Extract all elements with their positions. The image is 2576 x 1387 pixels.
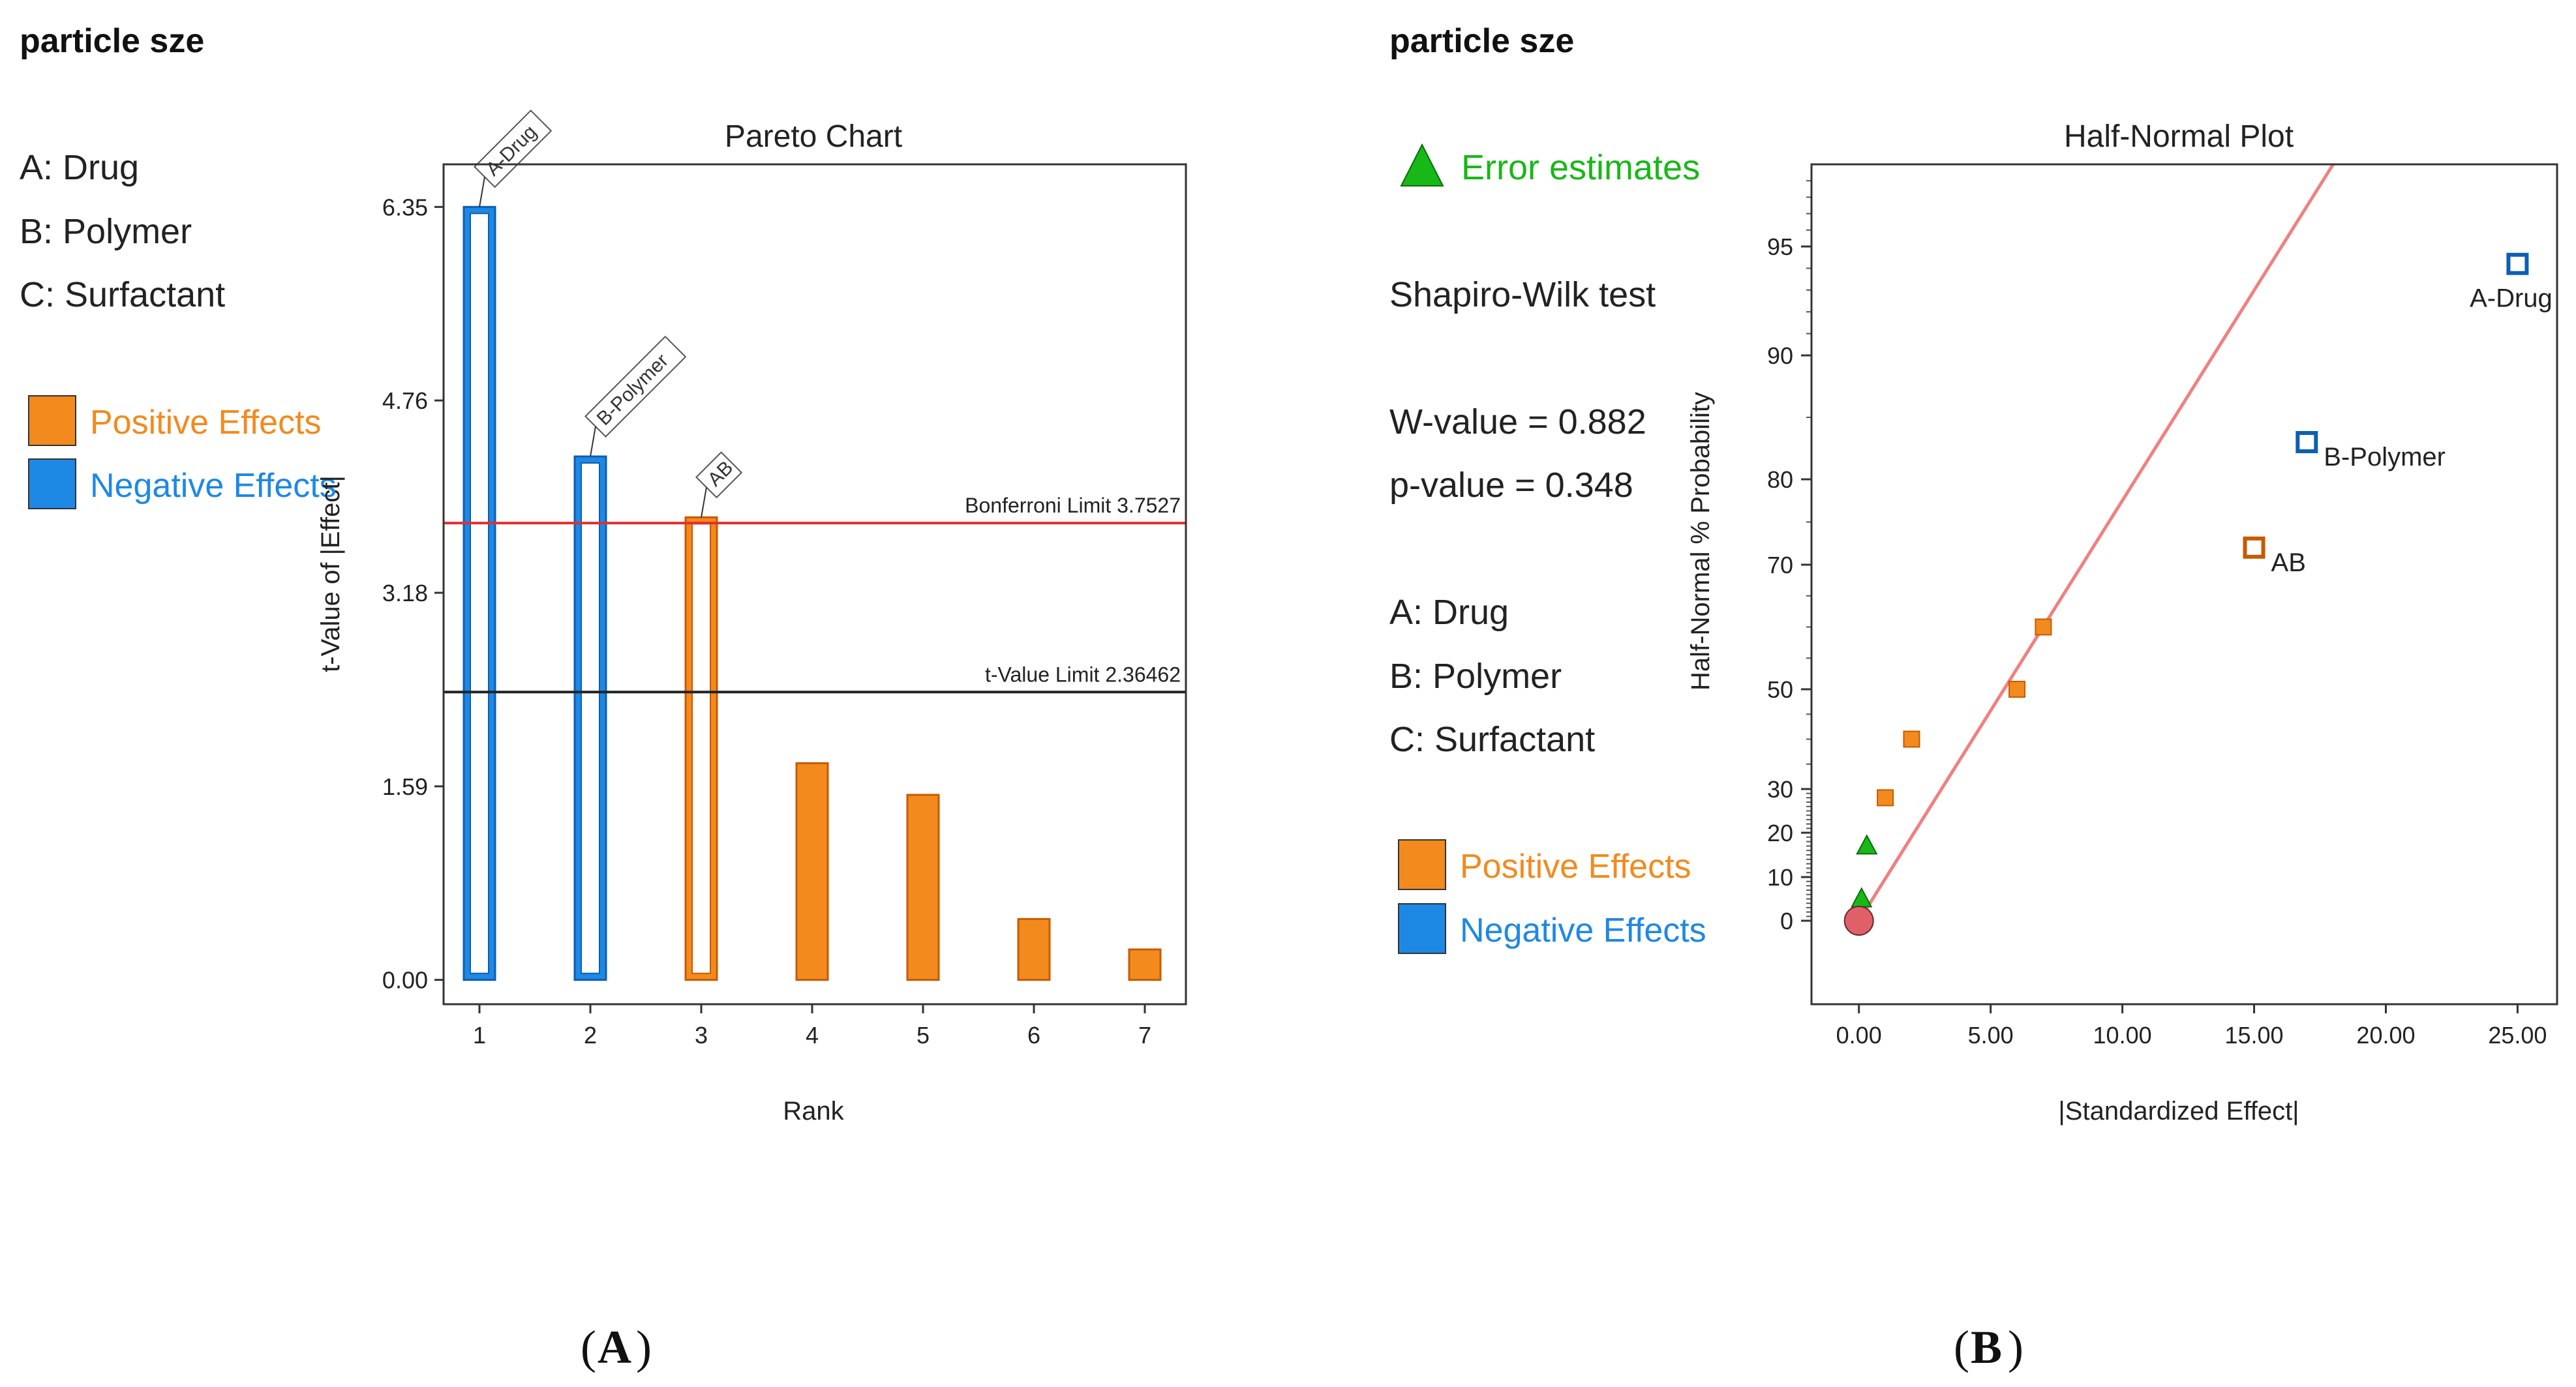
- panel-a-factor-b: B: Polymer: [20, 212, 192, 251]
- hn-y-tick-label: 90: [1767, 342, 1793, 369]
- panel-a-heading: particle sze: [20, 22, 204, 60]
- hn-x-tick-label: 20.00: [2356, 1022, 2415, 1049]
- hn-error-point: [1856, 834, 1878, 855]
- hn-point-label: B-Polymer: [2324, 443, 2446, 471]
- pareto-y-tick-label: 0.00: [382, 967, 428, 994]
- pareto-bar: [1128, 948, 1162, 981]
- w-value-text: W-value = 0.882: [1389, 402, 1646, 441]
- hn-labeled-point: [2506, 252, 2529, 275]
- hn-point: [1903, 730, 1920, 748]
- half-normal-plot: Half-Normal Plot Half-Normal % Probabili…: [1686, 119, 2558, 1126]
- error-estimates-triangle-icon: [1400, 143, 1444, 186]
- half-normal-y-axis-label: Half-Normal % Probability: [1686, 392, 1715, 691]
- panel-b-label-close: ): [2008, 1321, 2023, 1373]
- hn-point-label: AB: [2271, 548, 2306, 577]
- panel-b-negative-swatch: [1398, 903, 1446, 954]
- panel-b-label-open: (: [1954, 1321, 1969, 1373]
- panel-b-positive-swatch: [1398, 839, 1446, 890]
- pareto-x-tick-label: 1: [473, 1022, 486, 1049]
- pareto-reference-label: t-Value Limit 2.36462: [985, 663, 1181, 686]
- pareto-y-tick-label: 3.18: [382, 580, 428, 606]
- hn-fit-line: [1857, 163, 2335, 922]
- pareto-bar-label-group: B-Polymer: [584, 335, 687, 438]
- panel-b-negative-label: Negative Effects: [1460, 912, 1706, 949]
- pareto-title: Pareto Chart: [725, 119, 902, 154]
- panel-b-factor-c: C: Surfactant: [1389, 720, 1595, 759]
- pareto-y-axis-label: t-Value of |Effect|: [316, 475, 345, 672]
- hn-point: [1877, 789, 1894, 807]
- panel-a-label-letter: A: [598, 1321, 631, 1373]
- hn-error-point: [1851, 887, 1873, 908]
- half-normal-plot-frame: [1810, 163, 2558, 1006]
- hn-point-label: A-Drug: [2470, 284, 2553, 313]
- pareto-bar-label-leader: [590, 426, 596, 457]
- hn-point: [2008, 681, 2026, 698]
- panel-b-factor-a: A: Drug: [1389, 593, 1509, 632]
- hn-y-tick-label: 10: [1767, 864, 1793, 891]
- pareto-bar-label-leader: [701, 487, 707, 518]
- pareto-chart: Pareto Chart t-Value of |Effect| Rank 0.…: [316, 110, 1187, 1126]
- pareto-bar: [795, 762, 829, 981]
- shapiro-wilk-title: Shapiro-Wilk test: [1389, 275, 1656, 314]
- hn-y-tick-label: 0: [1780, 908, 1793, 934]
- pareto-bar: [906, 794, 940, 981]
- pareto-x-tick-label: 6: [1027, 1022, 1040, 1049]
- pareto-plot-frame: [442, 163, 1187, 1006]
- hn-x-tick-label: 0.00: [1836, 1022, 1882, 1049]
- pareto-x-tick-label: 7: [1138, 1022, 1151, 1049]
- hn-origin-point: [1843, 906, 1874, 936]
- error-estimates-label: Error estimates: [1461, 148, 1700, 187]
- hn-x-tick-label: 5.00: [1968, 1022, 2014, 1049]
- pareto-y-tick-label: 6.35: [382, 194, 428, 220]
- hn-y-tick-label: 95: [1767, 233, 1793, 260]
- pareto-x-tick-label: 2: [584, 1022, 597, 1049]
- panel-b-positive-label: Positive Effects: [1460, 848, 1691, 886]
- hn-point: [2035, 618, 2052, 636]
- hn-x-tick-label: 10.00: [2093, 1022, 2152, 1049]
- p-value-text: p-value = 0.348: [1389, 466, 1633, 505]
- hn-y-tick-label: 20: [1767, 820, 1793, 846]
- pareto-y-tick-label: 1.59: [382, 773, 428, 800]
- pareto-bar-highlight: [470, 213, 489, 974]
- pareto-bar-label-group: A-Drug: [474, 110, 553, 188]
- half-normal-title: Half-Normal Plot: [2064, 119, 2294, 154]
- panel-b-heading: particle sze: [1389, 22, 1574, 60]
- panel-a-positive-swatch: [28, 395, 76, 446]
- half-normal-x-axis-label: |Standardized Effect|: [2058, 1097, 2299, 1126]
- hn-labeled-point: [2296, 431, 2318, 453]
- hn-y-tick-label: 70: [1767, 552, 1793, 578]
- pareto-bar-highlight: [581, 462, 600, 974]
- panel-a-factor-a: A: Drug: [20, 148, 139, 187]
- pareto-bar-label: B-Polymer: [593, 350, 673, 430]
- panel-b-label-letter: B: [1971, 1321, 2002, 1373]
- hn-x-tick-label: 25.00: [2488, 1022, 2547, 1049]
- pareto-x-tick-label: 3: [695, 1022, 708, 1049]
- hn-y-tick-label: 30: [1767, 776, 1793, 803]
- pareto-bar-highlight: [691, 523, 711, 974]
- pareto-x-axis-label: Rank: [783, 1097, 844, 1126]
- panel-a-label-close: ): [636, 1321, 652, 1373]
- hn-y-tick-label: 80: [1767, 466, 1793, 493]
- hn-labeled-point: [2243, 536, 2265, 559]
- hn-y-tick-label: 50: [1767, 676, 1793, 703]
- pareto-bar: [1017, 917, 1051, 981]
- pareto-bar-label-group: AB: [695, 451, 743, 499]
- panel-a-factor-c: C: Surfactant: [20, 275, 225, 314]
- panel-a-label-open: (: [581, 1321, 596, 1373]
- panel-a-negative-label: Negative Effects: [90, 467, 337, 505]
- pareto-y-tick-label: 4.76: [382, 387, 428, 414]
- panel-a-negative-swatch: [28, 458, 76, 509]
- panel-a-positive-label: Positive Effects: [90, 404, 322, 441]
- hn-x-tick-label: 15.00: [2224, 1022, 2283, 1049]
- pareto-bar-label-leader: [479, 177, 485, 207]
- panel-b-factor-b: B: Polymer: [1389, 657, 1562, 696]
- pareto-x-tick-label: 5: [917, 1022, 930, 1049]
- pareto-x-tick-label: 4: [806, 1022, 819, 1049]
- pareto-reference-label: Bonferroni Limit 3.7527: [965, 494, 1181, 517]
